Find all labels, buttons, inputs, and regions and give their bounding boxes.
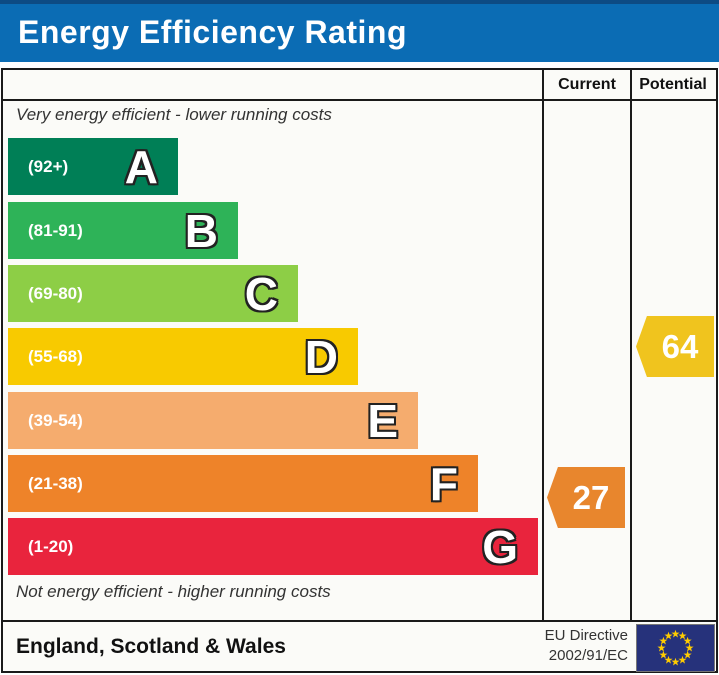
band-bar-g: (1-20) G [8,518,538,575]
band-range-label: (39-54) [28,410,83,430]
eu-flag-icon [636,624,715,672]
band-letter-label: D [304,330,338,383]
eu-directive-label: EU Directive 2002/91/EC [470,626,628,666]
band-letter-label: B [184,204,218,257]
header-underline [1,99,716,101]
band-letter-label: F [429,457,458,510]
potential-rating-value: 64 [661,327,699,365]
current-rating-value: 27 [572,478,610,516]
eu-directive-line2: 2002/91/EC [548,647,628,664]
bottom-note: Not energy efficient - higher running co… [16,582,331,601]
band-row-d: (55-68) D [8,328,358,385]
band-row-b: (81-91) B [8,202,238,259]
potential-column-header: Potential [639,76,707,93]
band-range-label: (69-80) [28,283,83,303]
eu-directive-line1: EU Directive [544,627,628,644]
potential-column-divider [630,68,632,622]
band-bar-d: (55-68) D [8,328,358,385]
band-letter-label: E [367,394,398,447]
band-row-g: (1-20) G [8,518,538,575]
potential-rating-arrow: 64 [636,316,714,377]
current-column-divider [542,68,544,622]
region-label: England, Scotland & Wales [16,635,286,658]
band-row-f: (21-38) F [8,455,478,512]
band-range-label: (92+) [28,156,69,176]
top-note: Very energy efficient - lower running co… [16,105,332,124]
band-bar-c: (69-80) C [8,265,298,322]
band-range-label: (55-68) [28,346,83,366]
band-range-label: (1-20) [28,536,74,556]
footer-divider [1,620,716,622]
band-bar-b: (81-91) B [8,202,238,259]
band-row-a: (92+) A [8,138,178,195]
band-letter-label: A [124,140,158,193]
title-banner: Energy Efficiency Rating [0,0,719,62]
current-rating-arrow: 27 [547,467,625,528]
band-letter-label: C [244,267,278,320]
band-range-label: (81-91) [28,220,83,240]
page-title: Energy Efficiency Rating [18,14,407,50]
band-range-label: (21-38) [28,473,83,493]
band-bar-a: (92+) A [8,138,178,195]
band-letter-label: G [482,520,518,573]
current-column-header: Current [558,76,616,93]
band-row-e: (39-54) E [8,392,418,449]
eu-flag-svg [637,625,714,671]
band-bar-e: (39-54) E [8,392,418,449]
band-row-c: (69-80) C [8,265,298,322]
band-bar-f: (21-38) F [8,455,478,512]
